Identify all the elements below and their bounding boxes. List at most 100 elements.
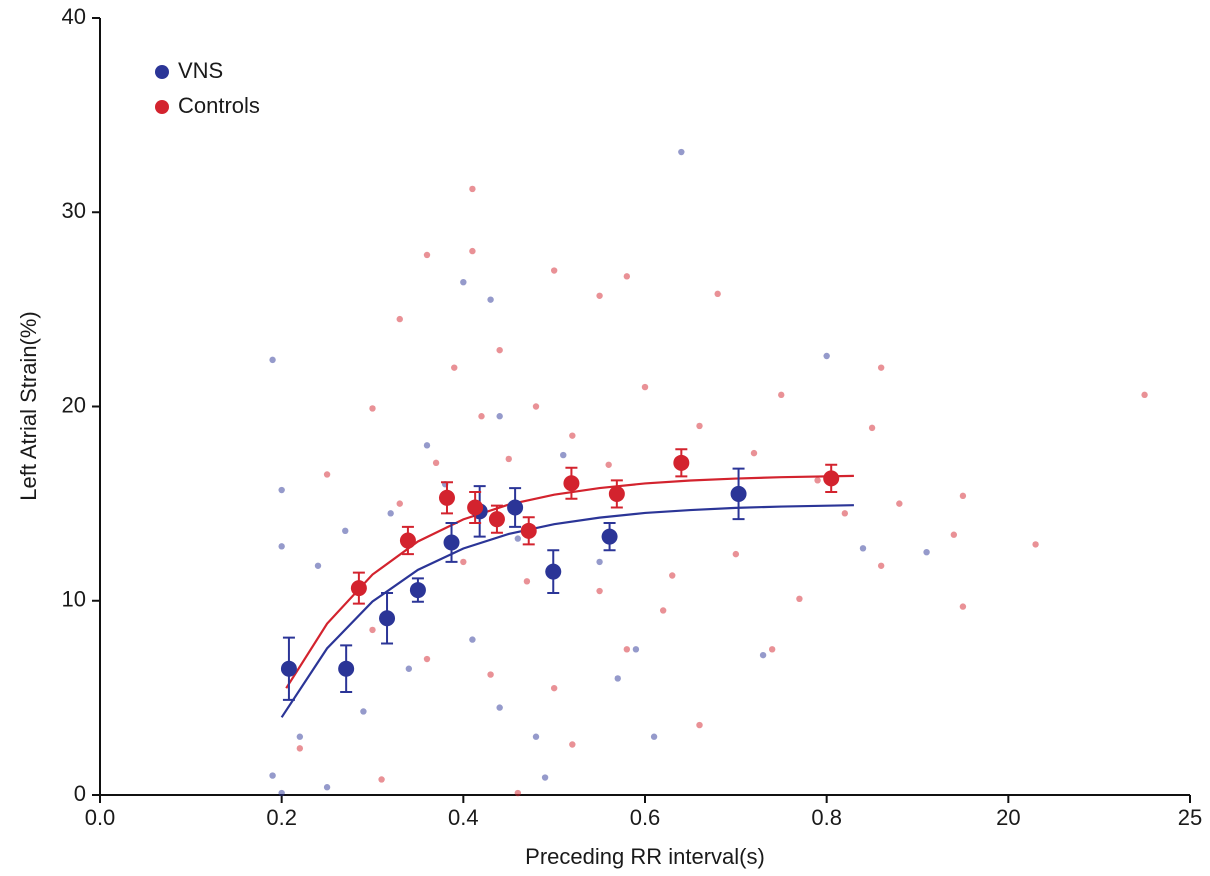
scatter-point [541, 774, 549, 781]
y-tick-label: 40 [62, 4, 86, 29]
scatter-point [696, 422, 703, 430]
scatter-point [569, 432, 576, 439]
mean-point [467, 499, 484, 516]
mean-point [507, 499, 524, 516]
scatter-point [514, 535, 522, 542]
x-tick-label: 0.8 [811, 805, 842, 830]
scatter-point [369, 405, 376, 412]
x-tick-label: 0.0 [85, 805, 116, 830]
scatter-point [323, 784, 331, 791]
y-tick-label: 20 [62, 392, 86, 417]
scatter-point [550, 267, 558, 274]
scatter-point [342, 527, 349, 535]
y-tick-label: 10 [62, 587, 86, 612]
mean-point [520, 522, 537, 539]
x-tick-label: 0.4 [448, 805, 479, 830]
scatter-point [514, 789, 522, 797]
scatter-point [696, 721, 703, 729]
scatter-point [868, 424, 876, 432]
legend-label: VNS [178, 58, 223, 83]
scatter-point [550, 684, 558, 692]
scatter-point [387, 510, 394, 517]
mean-point [488, 511, 505, 528]
scatter-point [451, 364, 458, 371]
legend-marker [155, 65, 169, 79]
scatter-point [460, 278, 467, 286]
scatter-point [432, 459, 440, 467]
scatter-point [378, 776, 385, 783]
scatter-point [659, 607, 667, 614]
scatter-point [750, 449, 758, 457]
x-axis-label: Preceding RR interval(s) [525, 844, 765, 869]
scatter-point [369, 626, 376, 634]
scatter-point [632, 646, 640, 653]
mean-point [601, 528, 618, 545]
scatter-point [487, 671, 494, 678]
mean-point [823, 470, 840, 487]
scatter-point [560, 451, 567, 459]
scatter-point [532, 403, 540, 410]
scatter-point [496, 346, 503, 354]
y-axis-label: Left Atrial Strain(%) [16, 311, 41, 501]
scatter-point [296, 745, 304, 752]
mean-point [409, 582, 426, 599]
mean-point [545, 563, 562, 580]
scatter-point [596, 558, 603, 566]
scatter-point [641, 383, 649, 391]
mean-point [350, 580, 367, 597]
scatter-point [505, 455, 512, 463]
scatter-point [778, 391, 785, 399]
scatter-point [623, 646, 631, 653]
scatter-point [732, 550, 740, 558]
x-tick-label: 0.2 [266, 805, 297, 830]
scatter-point [823, 352, 830, 360]
x-tick-label: 0.6 [630, 805, 661, 830]
scatter-point [278, 543, 285, 550]
scatter-point [396, 500, 403, 507]
scatter-point [496, 413, 503, 420]
scatter-point [950, 531, 958, 538]
mean-point [673, 454, 690, 471]
scatter-point [323, 471, 331, 478]
scatter-point [296, 733, 304, 740]
scatter-point [614, 675, 621, 682]
mean-point [379, 610, 396, 627]
scatter-point [678, 148, 685, 156]
scatter-point [469, 185, 476, 193]
scatter-point [496, 704, 503, 711]
scatter-point [269, 356, 276, 364]
scatter-point [596, 292, 603, 299]
scatter-point [360, 708, 367, 715]
scatter-point [605, 461, 612, 468]
scatter-point [423, 251, 431, 259]
scatter-point [669, 572, 676, 579]
scatter-point [532, 733, 540, 740]
mean-point [338, 660, 355, 677]
scatter-point [959, 603, 967, 610]
scatter-point [759, 651, 767, 659]
scatter-point [469, 247, 476, 255]
scatter-point [478, 413, 485, 420]
mean-point [563, 475, 580, 492]
scatter-point [1141, 391, 1148, 399]
scatter-point [877, 364, 885, 371]
scatter-point [714, 290, 721, 298]
y-tick-label: 30 [62, 198, 86, 223]
scatter-point [796, 595, 803, 603]
scatter-point [278, 486, 285, 494]
mean-point [443, 534, 460, 551]
scatter-point [469, 636, 476, 643]
scatter-point [487, 296, 494, 303]
scatter-point [841, 510, 849, 517]
scatter-point [596, 587, 603, 595]
scatter-point [1032, 541, 1039, 548]
scatter-point [269, 772, 276, 779]
scatter-point [877, 562, 885, 569]
scatter-point [423, 655, 431, 663]
scatter-point [768, 646, 776, 653]
mean-point [730, 485, 747, 502]
legend-marker [155, 100, 169, 114]
scatter-point [396, 315, 403, 323]
